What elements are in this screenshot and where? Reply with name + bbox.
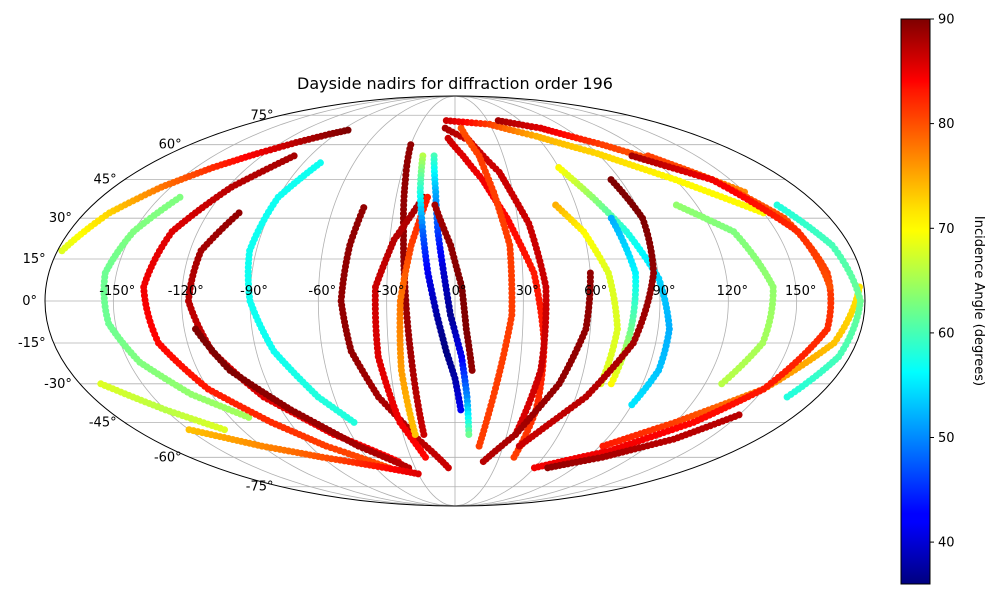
longitude-tick-label: 150° bbox=[785, 284, 816, 299]
latitude-tick-label: -30° bbox=[44, 377, 72, 392]
latitude-tick-label: 75° bbox=[250, 108, 273, 123]
data-point bbox=[468, 366, 476, 374]
data-point bbox=[510, 453, 518, 461]
latitude-tick-label: 15° bbox=[23, 252, 46, 267]
latitude-tick-label: 0° bbox=[22, 294, 37, 309]
colorbar-ticks: 40 50 60 70 80 90 bbox=[930, 13, 955, 551]
colorbar: 40 50 60 70 80 90 Incidence Angle (degrees) bbox=[900, 13, 986, 585]
colorbar-tick-label: 40 bbox=[938, 536, 955, 551]
data-points bbox=[58, 117, 864, 478]
data-point bbox=[444, 464, 452, 472]
longitude-tick-label: -60° bbox=[308, 284, 336, 299]
longitude-tick-labels: -150° -120° -90° -60° -30° 0° 30° 60° 90° 120° 150… bbox=[99, 284, 816, 299]
latitude-tick-label: -75° bbox=[246, 480, 274, 495]
data-point bbox=[422, 453, 430, 461]
data-point bbox=[411, 430, 419, 438]
longitude-tick-label: 120° bbox=[717, 284, 748, 299]
data-point bbox=[414, 470, 422, 478]
longitude-tick-label: 90° bbox=[652, 284, 675, 299]
data-point bbox=[607, 214, 615, 222]
data-point bbox=[245, 413, 253, 421]
data-point bbox=[420, 430, 428, 438]
colorbar-gradient bbox=[900, 18, 931, 585]
colorbar-tick-label: 80 bbox=[938, 117, 955, 132]
data-point bbox=[479, 458, 487, 466]
map-outline bbox=[44, 95, 866, 507]
data-point bbox=[457, 406, 465, 414]
longitude-tick-label: 60° bbox=[584, 284, 607, 299]
data-point bbox=[718, 380, 726, 388]
data-point bbox=[465, 430, 473, 438]
data-point bbox=[826, 283, 834, 291]
latitude-tick-label: 45° bbox=[94, 173, 117, 188]
chart-title: Dayside nadirs for diffraction order 196 bbox=[297, 74, 613, 93]
longitude-tick-label: -150° bbox=[99, 284, 135, 299]
longitude-tick-label: 0° bbox=[452, 284, 467, 299]
colorbar-tick-label: 60 bbox=[938, 326, 955, 341]
data-point bbox=[628, 401, 636, 409]
latitude-tick-label: -45° bbox=[89, 415, 117, 430]
data-point bbox=[783, 393, 791, 401]
longitude-tick-label: -90° bbox=[240, 284, 268, 299]
latitude-tick-label: -15° bbox=[18, 336, 46, 351]
data-point bbox=[475, 442, 483, 450]
longitude-tick-label: -120° bbox=[168, 284, 204, 299]
longitude-tick-label: 30° bbox=[516, 284, 539, 299]
colorbar-tick-label: 70 bbox=[938, 222, 955, 237]
latitude-tick-label: 30° bbox=[49, 211, 72, 226]
data-point bbox=[350, 418, 358, 426]
colorbar-label: Incidence Angle (degrees) bbox=[971, 216, 986, 386]
data-point bbox=[221, 426, 229, 434]
latitude-tick-label: -60° bbox=[154, 450, 182, 465]
data-point bbox=[515, 442, 523, 450]
colorbar-tick-label: 50 bbox=[938, 431, 955, 446]
longitude-tick-label: -30° bbox=[377, 284, 405, 299]
graticule-grid bbox=[45, 95, 865, 507]
colorbar-tick-label: 90 bbox=[938, 13, 955, 28]
latitude-tick-label: 60° bbox=[159, 138, 182, 153]
data-point bbox=[344, 126, 352, 134]
data-point bbox=[735, 411, 743, 419]
latitude-tick-labels: 75° 60° 45° 30° 15° 0° -15° -30° -45° -60° -75° bbox=[18, 108, 274, 494]
